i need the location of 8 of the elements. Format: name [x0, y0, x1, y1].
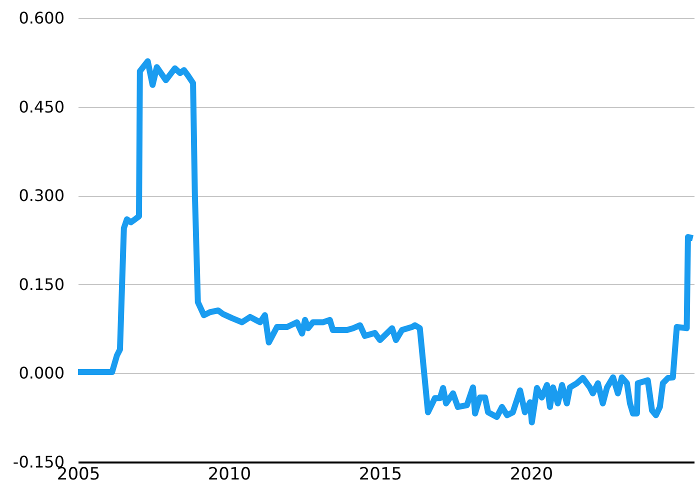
y-tick-label: 0.300 [18, 186, 64, 206]
y-tick-label: 0.000 [18, 364, 64, 383]
y-tick-label: 0.150 [18, 274, 64, 294]
x-tick-label: 2020 [510, 464, 554, 484]
y-tick-label: 0.450 [18, 97, 64, 116]
x-tick-label: 2010 [208, 464, 252, 484]
y-tick-label: 0.600 [18, 8, 64, 28]
x-tick-label: 2015 [358, 464, 402, 484]
